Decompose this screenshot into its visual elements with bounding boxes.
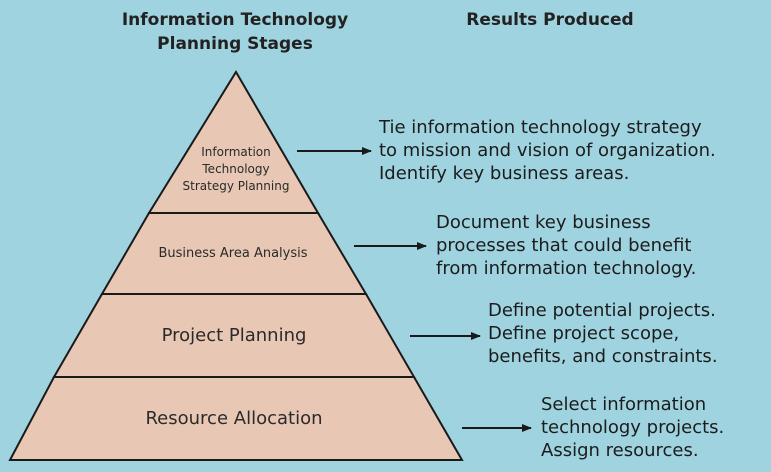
result-3-line-3: benefits, and constraints. <box>488 346 718 367</box>
result-2-line-3: from information technology. <box>436 258 697 279</box>
result-project-planning: Define potential projects. Define projec… <box>488 299 718 368</box>
result-3-line-2: Define project scope, <box>488 323 680 344</box>
result-1-line-1: Tie information technology strategy <box>379 117 702 138</box>
stage-2-label-line-1: Business Area Analysis <box>158 246 308 261</box>
stage-label-business-area-analysis: Business Area Analysis <box>118 245 348 263</box>
result-resource-allocation: Select information technology projects. … <box>541 393 724 462</box>
stage-1-label-line-3: Strategy Planning <box>182 179 290 193</box>
result-4-line-3: Assign resources. <box>541 440 699 461</box>
result-4-line-1: Select information <box>541 394 707 415</box>
result-3-line-1: Define potential projects. <box>488 300 716 321</box>
result-business-area-analysis: Document key business processes that cou… <box>436 211 696 280</box>
result-2-line-1: Document key business <box>436 212 651 233</box>
stage-1-label-line-2: Technology <box>202 162 270 176</box>
result-2-line-2: processes that could benefit <box>436 235 692 256</box>
stages-header-line-1: Information Technology <box>121 10 349 30</box>
stages-header: Information Technology Planning Stages <box>100 8 370 56</box>
result-4-line-2: technology projects. <box>541 417 725 438</box>
result-1-line-3: Identify key business areas. <box>379 163 630 184</box>
stage-4-label-line-1: Resource Allocation <box>145 408 323 429</box>
pyramid-tier-4 <box>8 376 464 461</box>
stage-1-label-line-1: Information <box>201 145 271 159</box>
stage-label-strategy-planning: Information Technology Strategy Planning <box>176 144 296 195</box>
result-1-line-2: to mission and vision of organization. <box>379 140 716 161</box>
results-header: Results Produced <box>430 8 670 32</box>
stage-3-label-line-1: Project Planning <box>161 325 307 346</box>
result-strategy-planning: Tie information technology strategy to m… <box>379 116 716 185</box>
stage-label-project-planning: Project Planning <box>114 325 354 347</box>
results-header-text: Results Produced <box>466 10 634 30</box>
stages-header-line-2: Planning Stages <box>157 34 313 54</box>
stage-label-resource-allocation: Resource Allocation <box>96 408 372 430</box>
